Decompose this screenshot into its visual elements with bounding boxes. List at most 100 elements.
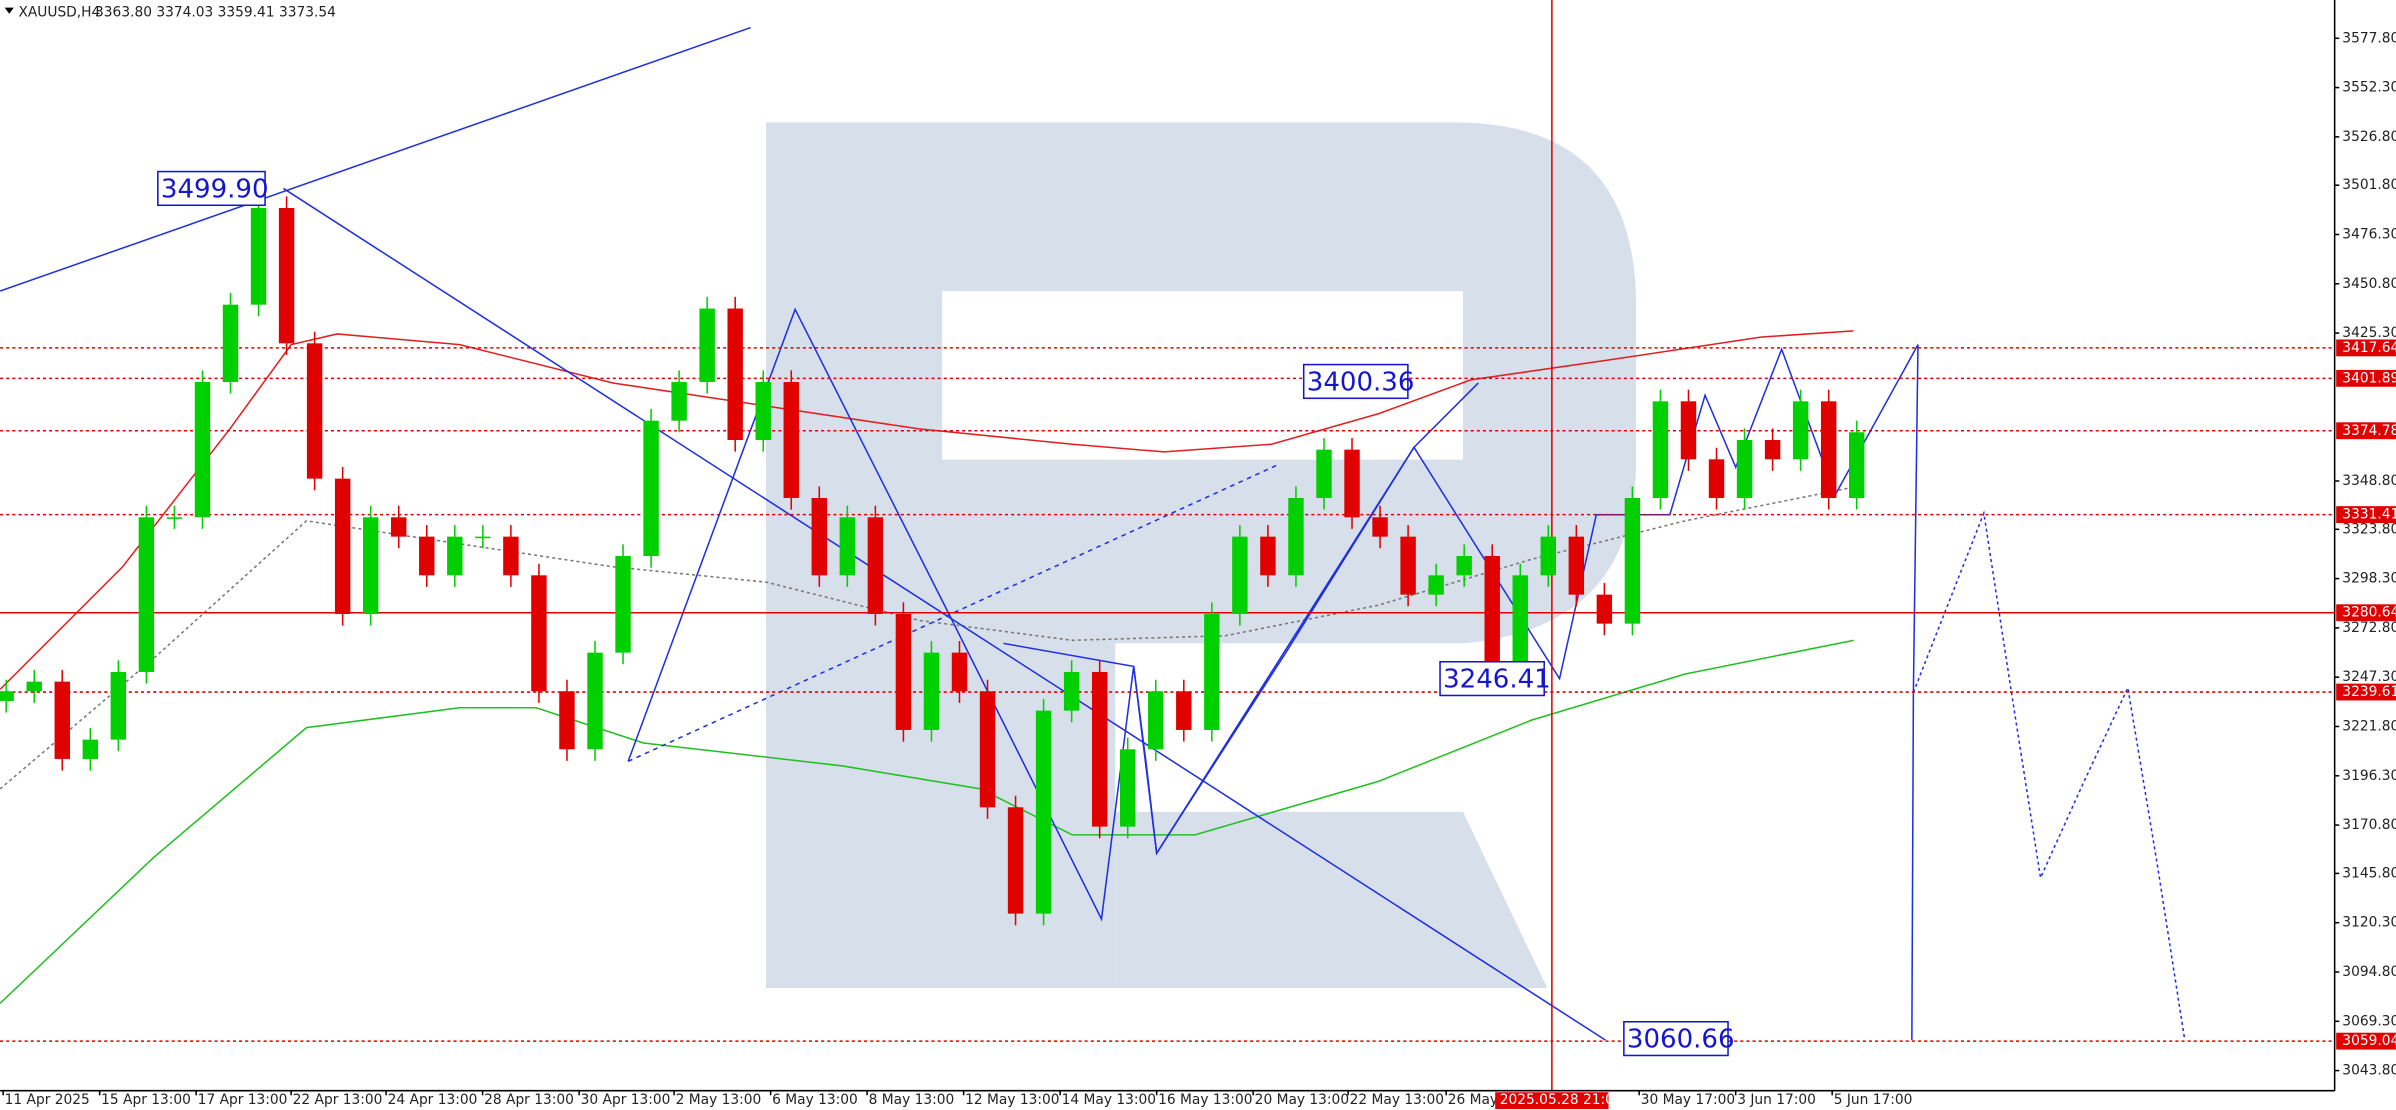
x-tick-label: 24 Apr 13:00 [388, 1092, 478, 1108]
candle-body [1484, 555, 1500, 672]
candle-body [0, 691, 14, 701]
y-tick-label: 3120.30 [2342, 915, 2396, 931]
x-tick-label: 8 May 13:00 [869, 1092, 955, 1108]
level-label: 3374.78 [2342, 423, 2396, 439]
x-tick-label: 11 Apr 2025 [5, 1092, 90, 1108]
candle-body [222, 304, 239, 382]
symbol: XAUUSD,H4 [18, 4, 100, 20]
candle-body [559, 691, 575, 750]
candle-body [1148, 691, 1164, 750]
y-tick-label: 3272.80 [2342, 620, 2396, 636]
x-tick-label: 3 Jun 17:00 [1737, 1092, 1816, 1108]
candle-body [783, 381, 799, 498]
candle-body [755, 381, 771, 440]
level-label-box [2336, 604, 2396, 622]
y-tick-label: 3501.80 [2342, 177, 2396, 193]
y-tick-label: 3425.30 [2342, 325, 2396, 341]
candle-body [615, 555, 631, 653]
y-tick-label: 3170.80 [2342, 817, 2396, 833]
candle-body [250, 208, 267, 305]
x-tick-label: 12 May 13:00 [965, 1092, 1059, 1108]
level-label-box [2336, 506, 2396, 524]
y-tick-label: 3298.30 [2342, 571, 2396, 587]
crosshair-label: 2025.05.28 21:00 [1500, 1092, 1623, 1108]
x-tick-label: 15 Apr 13:00 [101, 1092, 191, 1108]
candle-body [1007, 807, 1024, 914]
candle-body [1288, 497, 1304, 576]
y-tick-label: 3094.80 [2342, 964, 2396, 980]
y-tick-label: 3476.30 [2342, 226, 2396, 242]
candle-body [1063, 671, 1080, 711]
candle-body [1540, 536, 1557, 576]
candle-body [391, 517, 407, 537]
candle-body [1652, 401, 1669, 498]
candle-body [1428, 575, 1444, 595]
y-tick-label: 3526.80 [2342, 129, 2396, 145]
x-tick-label: 5 Jun 17:00 [1834, 1092, 1913, 1108]
y-tick-label: 3247.30 [2342, 669, 2396, 685]
candle-body [503, 536, 519, 576]
x-tick-label: 28 Apr 13:00 [484, 1092, 574, 1108]
level-label: 3417.64 [2342, 340, 2396, 356]
level-label-box [2336, 683, 2396, 701]
candle-body [1596, 594, 1613, 624]
x-tick-label: 16 May 13:00 [1158, 1092, 1252, 1108]
candle-body [895, 613, 912, 730]
candle-body [1091, 671, 1108, 827]
x-tick-label: 30 Apr 13:00 [581, 1092, 671, 1108]
candle-body [1400, 536, 1416, 595]
candle-body [306, 343, 323, 479]
watermark [766, 122, 1637, 989]
level-label: 3401.89 [2342, 370, 2396, 386]
level-label: 3331.41 [2342, 507, 2396, 523]
y-tick-label: 3450.80 [2342, 276, 2396, 292]
annotation-box [157, 170, 266, 207]
annotation-box [1623, 1020, 1729, 1057]
candle-body [1512, 575, 1528, 672]
candle-body [1176, 691, 1192, 730]
y-tick-label: 3577.80 [2342, 30, 2396, 46]
candle-body [1764, 439, 1781, 460]
level-label-box [2336, 339, 2396, 357]
x-tick-label: 22 May 13:00 [1350, 1092, 1444, 1108]
ohlc-text: 3363.80 3374.03 3359.41 3373.54 [95, 4, 336, 20]
candle-body [166, 517, 183, 519]
candle-body [531, 575, 547, 692]
candle-body [1680, 401, 1697, 460]
candle-body [1820, 401, 1837, 498]
candle-body [951, 652, 968, 692]
level-label: 3059.04 [2342, 1033, 2396, 1049]
candle-body [1708, 459, 1725, 498]
candle-body [1624, 497, 1641, 624]
annotation: 3060.66 [1627, 1025, 1735, 1055]
candle-body [26, 681, 42, 692]
candle-body [278, 208, 295, 344]
candle-body [362, 517, 379, 614]
y-tick-label: 3145.80 [2342, 865, 2396, 881]
level-label-box [2336, 1032, 2396, 1050]
y-tick-label: 3552.30 [2342, 80, 2396, 96]
menu-arrow[interactable] [4, 7, 14, 14]
candle-body [194, 381, 211, 518]
y-tick-label: 3323.80 [2342, 521, 2396, 537]
y-tick-label: 3069.30 [2342, 1013, 2396, 1029]
candle-body [1456, 555, 1472, 576]
candle-body [671, 381, 687, 421]
candle-body [110, 671, 127, 740]
candle-body [1736, 439, 1753, 498]
y-tick-label: 3043.80 [2342, 1063, 2396, 1079]
candle-body [1316, 449, 1332, 498]
candle-body [1035, 710, 1052, 914]
candle-body [839, 517, 856, 576]
annotation-box [1439, 661, 1545, 697]
candle-body [643, 420, 659, 556]
level-label: 3239.61 [2342, 684, 2396, 700]
candle-body [979, 691, 996, 808]
annotation-box [1302, 363, 1409, 400]
y-tick-label: 3348.80 [2342, 473, 2396, 489]
candle-body [82, 739, 99, 759]
candle-body [334, 478, 351, 614]
candle-body [1120, 749, 1136, 827]
candle-body [1232, 536, 1248, 614]
